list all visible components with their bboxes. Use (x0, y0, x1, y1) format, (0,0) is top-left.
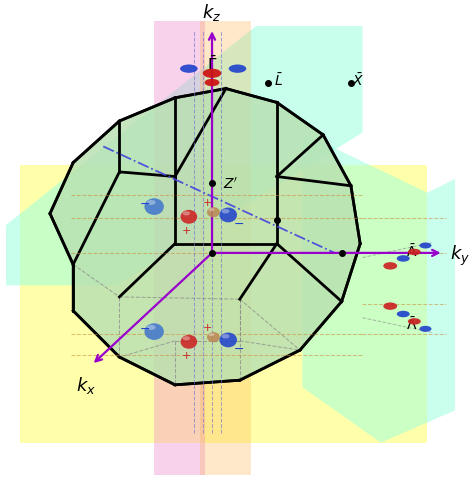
Ellipse shape (207, 208, 220, 218)
Text: $k_y$: $k_y$ (449, 243, 470, 268)
Ellipse shape (182, 336, 190, 341)
Ellipse shape (219, 333, 237, 348)
Ellipse shape (222, 210, 229, 214)
Text: $\bar{\Lambda}$: $\bar{\Lambda}$ (407, 242, 418, 259)
Text: $+$: $+$ (202, 197, 212, 208)
Ellipse shape (383, 303, 397, 310)
Ellipse shape (203, 70, 221, 79)
Polygon shape (20, 166, 427, 443)
Ellipse shape (222, 334, 229, 339)
Ellipse shape (209, 333, 214, 336)
Ellipse shape (181, 335, 197, 349)
Text: $-$: $-$ (233, 342, 244, 355)
Ellipse shape (180, 65, 198, 74)
Text: $+$: $+$ (182, 225, 191, 236)
Polygon shape (154, 22, 205, 475)
Text: $\bar{X}$: $\bar{X}$ (352, 72, 365, 89)
Ellipse shape (397, 256, 410, 262)
Ellipse shape (145, 199, 164, 215)
Ellipse shape (419, 326, 431, 332)
Text: $-$: $-$ (139, 321, 150, 334)
Ellipse shape (147, 325, 155, 330)
Ellipse shape (207, 333, 220, 343)
Polygon shape (302, 133, 455, 443)
Polygon shape (50, 90, 360, 385)
Text: $\bar{L}$: $\bar{L}$ (273, 72, 283, 89)
Ellipse shape (219, 208, 237, 223)
Ellipse shape (181, 211, 197, 224)
Ellipse shape (228, 65, 246, 74)
Ellipse shape (419, 243, 431, 249)
Ellipse shape (205, 80, 219, 87)
Text: $k_z$: $k_z$ (202, 2, 222, 23)
Text: $-$: $-$ (233, 217, 244, 230)
Ellipse shape (408, 318, 421, 325)
Text: $k_x$: $k_x$ (76, 375, 96, 395)
Ellipse shape (209, 209, 214, 212)
Polygon shape (6, 27, 363, 286)
Ellipse shape (408, 249, 421, 256)
Text: $+$: $+$ (202, 322, 212, 333)
Text: $Z'$: $Z'$ (223, 177, 238, 192)
Text: $\bar{\Gamma}$: $\bar{\Gamma}$ (207, 54, 217, 74)
Ellipse shape (383, 263, 397, 270)
Text: $\bar{\Lambda}'$: $\bar{\Lambda}'$ (407, 315, 420, 332)
Text: $+$: $+$ (182, 349, 191, 361)
Polygon shape (201, 22, 251, 475)
Ellipse shape (182, 212, 190, 216)
Text: $-$: $-$ (139, 196, 150, 209)
Ellipse shape (147, 200, 155, 206)
Ellipse shape (145, 324, 164, 340)
Ellipse shape (397, 311, 410, 318)
